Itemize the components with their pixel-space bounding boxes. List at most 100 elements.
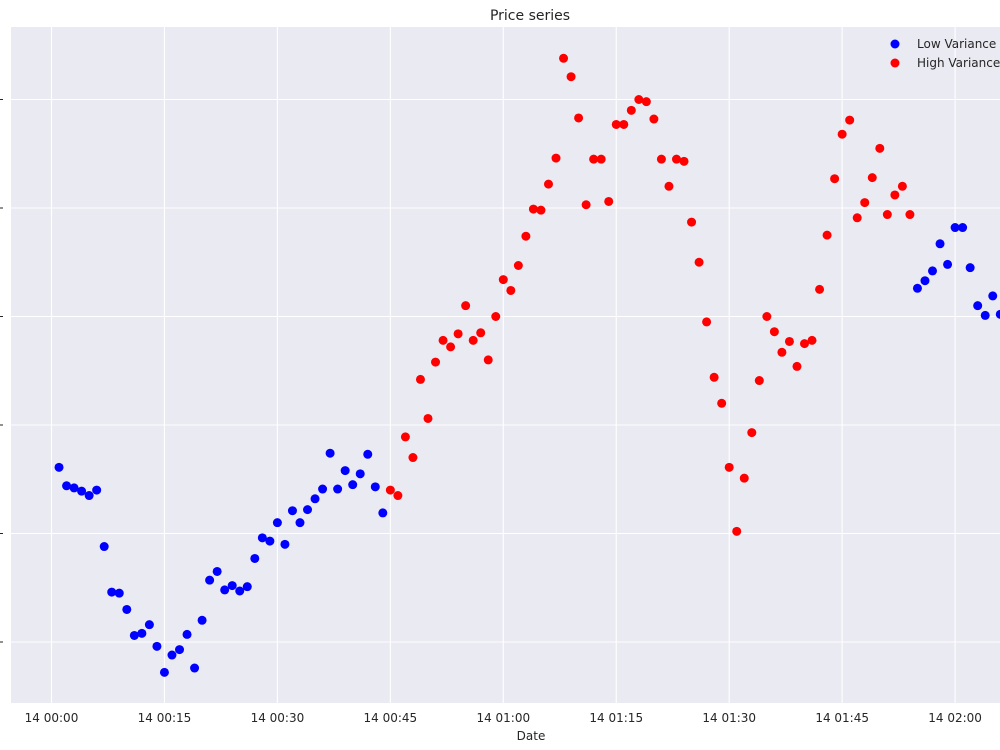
y-tick-marks [0, 99, 3, 643]
data-point [137, 628, 147, 638]
x-axis-label: Date [517, 729, 546, 743]
data-point [415, 374, 425, 384]
data-point [355, 469, 365, 479]
data-point [784, 336, 794, 346]
data-point [340, 466, 350, 476]
data-point [724, 462, 734, 472]
data-point [175, 645, 185, 655]
data-point [333, 484, 343, 494]
legend-label: Low Variance R [917, 37, 1000, 51]
data-point [551, 153, 561, 163]
data-point [446, 342, 456, 352]
data-point [649, 114, 659, 124]
data-point [845, 115, 855, 125]
x-tick-labels: 14 00:00 14 00:15 14 00:30 14 00:45 14 01:00… [25, 711, 982, 725]
data-point [589, 154, 599, 164]
x-tick-label: 14 00:15 [138, 711, 192, 725]
data-point [513, 261, 523, 271]
data-point [619, 119, 629, 129]
data-point [257, 533, 267, 543]
data-point [92, 485, 102, 495]
data-point [596, 154, 606, 164]
data-point [129, 630, 139, 640]
data-point [928, 266, 938, 276]
data-point [385, 485, 395, 495]
data-point [912, 283, 922, 293]
data-point [641, 97, 651, 107]
data-point [905, 210, 915, 220]
data-point [860, 198, 870, 208]
data-point [280, 539, 290, 549]
data-point [431, 357, 441, 367]
data-point [574, 113, 584, 123]
data-point [611, 119, 621, 129]
data-point [995, 309, 1000, 319]
data-point [988, 291, 998, 301]
x-tick-label: 14 01:00 [476, 711, 530, 725]
data-point [393, 491, 403, 501]
legend: Low Variance R High Variance R [890, 37, 1000, 70]
data-point [521, 231, 531, 241]
data-point [604, 196, 614, 206]
data-point [664, 181, 674, 191]
data-point [837, 129, 847, 139]
chart-title: Price series [490, 8, 570, 24]
data-point [242, 582, 252, 592]
data-point [220, 585, 230, 595]
data-points [54, 53, 1000, 677]
data-point [980, 310, 990, 320]
x-tick-label: 14 02:00 [928, 711, 982, 725]
data-point [212, 566, 222, 576]
data-point [69, 483, 79, 493]
data-point [303, 505, 313, 515]
data-point [99, 542, 109, 552]
data-point [581, 200, 591, 210]
data-point [363, 449, 373, 459]
data-point [506, 285, 516, 295]
data-point [227, 581, 237, 591]
data-point [107, 587, 117, 597]
data-point [732, 526, 742, 536]
data-point [867, 173, 877, 183]
data-point [777, 347, 787, 357]
data-point [769, 327, 779, 337]
data-point [965, 263, 975, 273]
data-point [250, 553, 260, 563]
data-point [656, 154, 666, 164]
data-point [943, 259, 953, 269]
x-tick-label: 14 01:30 [702, 711, 756, 725]
data-point [144, 620, 154, 630]
data-point [476, 328, 486, 338]
data-point [747, 428, 757, 438]
data-point [679, 156, 689, 166]
data-point [370, 482, 380, 492]
data-point [197, 615, 207, 625]
data-point [890, 190, 900, 200]
data-point [800, 339, 809, 349]
data-point [122, 604, 132, 614]
data-point [159, 667, 169, 677]
data-point [754, 376, 764, 386]
x-tick-label: 14 01:15 [589, 711, 643, 725]
data-point [468, 335, 478, 345]
data-point [694, 257, 704, 267]
data-point [190, 663, 200, 673]
data-point [717, 398, 727, 408]
data-point [318, 484, 328, 494]
data-point [566, 72, 576, 82]
data-point [152, 641, 162, 651]
data-point [205, 575, 215, 585]
data-point [950, 223, 960, 233]
data-point [852, 213, 862, 223]
data-point [295, 518, 305, 528]
data-point [483, 355, 493, 365]
data-point [498, 275, 508, 285]
plot-background [11, 27, 1000, 703]
data-point [400, 432, 410, 442]
data-point [882, 210, 892, 220]
data-point [114, 588, 124, 598]
data-point [897, 181, 907, 191]
x-tick-label: 14 01:45 [815, 711, 869, 725]
data-point [762, 312, 772, 321]
